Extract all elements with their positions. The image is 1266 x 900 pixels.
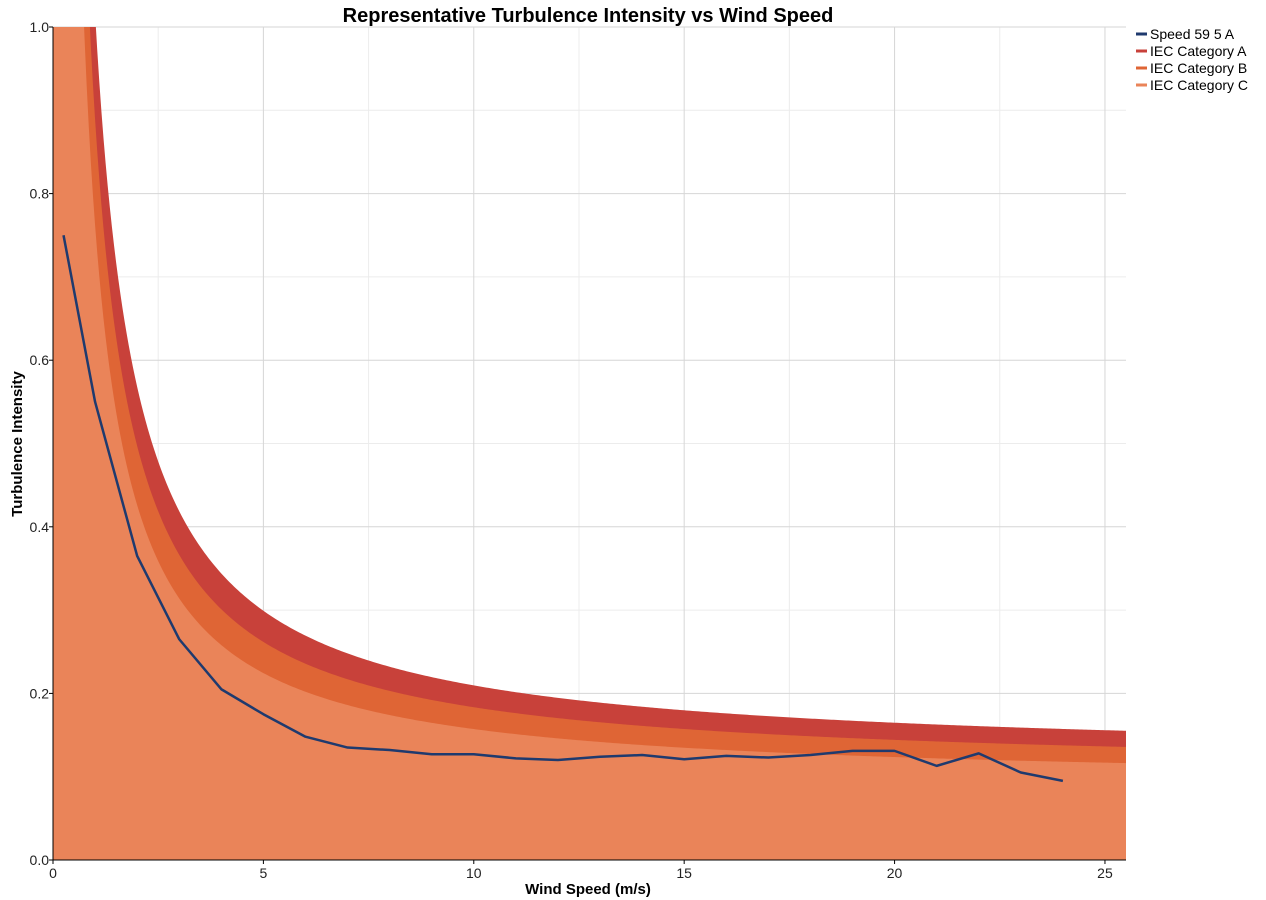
line-series bbox=[62, 235, 1064, 783]
y-axis-label: Turbulence Intensity bbox=[9, 371, 26, 517]
x-tick-label: 10 bbox=[466, 865, 482, 881]
legend-label: IEC Category A bbox=[1150, 43, 1247, 59]
iec-areas bbox=[53, 27, 1126, 860]
x-tick-label: 25 bbox=[1097, 865, 1113, 881]
y-tick-label: 1.0 bbox=[30, 19, 50, 35]
x-tick-label: 15 bbox=[676, 865, 692, 881]
y-tick-label: 0.0 bbox=[30, 852, 50, 868]
x-tick-label: 20 bbox=[887, 865, 903, 881]
plot-area: 0 5 10 15 20 25 0.0 0.2 0.4 0.6 0.8 1.0 Speed 59 5 A… bbox=[30, 19, 1249, 881]
y-tick-label: 0.2 bbox=[30, 685, 50, 701]
y-tick-label: 0.4 bbox=[30, 519, 50, 535]
x-axis-label: Wind Speed (m/s) bbox=[525, 881, 651, 898]
chart-title: Representative Turbulence Intensity vs W… bbox=[343, 5, 834, 27]
x-tick-label: 5 bbox=[259, 865, 267, 881]
legend-label: IEC Category C bbox=[1150, 77, 1248, 93]
area-iec-category-a bbox=[53, 27, 1126, 860]
area-iec-category-c bbox=[53, 27, 1126, 860]
legend-label: IEC Category B bbox=[1150, 60, 1247, 76]
y-tick-label: 0.6 bbox=[30, 352, 50, 368]
legend-label: Speed 59 5 A bbox=[1150, 26, 1235, 42]
y-tick-label: 0.8 bbox=[30, 186, 50, 202]
x-tick-label: 0 bbox=[49, 865, 57, 881]
tick-marks: 0 5 10 15 20 25 0.0 0.2 0.4 0.6 0.8 1.0 bbox=[30, 19, 1113, 881]
